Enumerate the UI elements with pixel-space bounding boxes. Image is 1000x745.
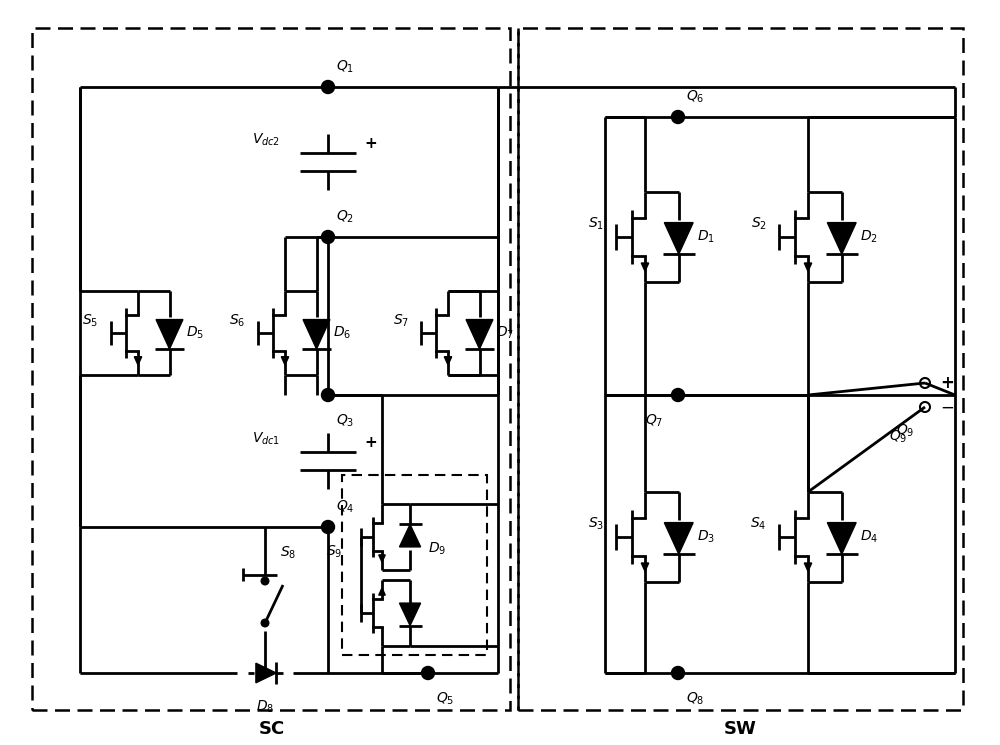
Polygon shape [664, 522, 693, 554]
Polygon shape [256, 663, 276, 683]
Text: $-$: $-$ [940, 398, 954, 416]
Text: $D_5$: $D_5$ [186, 325, 204, 341]
Circle shape [322, 521, 335, 533]
Text: $D_8$: $D_8$ [256, 699, 274, 715]
Text: $S_6$: $S_6$ [229, 312, 246, 329]
Text: $D_2$: $D_2$ [860, 229, 878, 245]
Text: $S_9$: $S_9$ [326, 544, 343, 560]
Text: +: + [940, 374, 954, 392]
Text: $Q_9$: $Q_9$ [889, 429, 907, 446]
Text: $Q_1$: $Q_1$ [336, 59, 354, 75]
Polygon shape [303, 320, 330, 349]
Text: $S_4$: $S_4$ [750, 516, 767, 532]
Polygon shape [466, 320, 493, 349]
Circle shape [322, 230, 335, 244]
Text: $S_3$: $S_3$ [588, 516, 604, 532]
Text: SW: SW [724, 720, 756, 738]
Text: $Q_2$: $Q_2$ [336, 209, 354, 225]
Polygon shape [399, 524, 421, 547]
Polygon shape [804, 563, 812, 571]
Polygon shape [444, 357, 452, 365]
Text: $Q_8$: $Q_8$ [686, 691, 704, 708]
Circle shape [322, 80, 335, 94]
Polygon shape [156, 320, 183, 349]
Text: +: + [364, 434, 377, 449]
Polygon shape [399, 603, 421, 626]
Text: $Q_4$: $Q_4$ [336, 498, 354, 515]
Polygon shape [664, 223, 693, 254]
Text: $Q_7$: $Q_7$ [645, 413, 663, 429]
Text: $Q_5$: $Q_5$ [436, 691, 454, 708]
Polygon shape [827, 223, 856, 254]
Polygon shape [134, 357, 142, 365]
Text: +: + [364, 136, 377, 150]
Polygon shape [281, 357, 289, 365]
Text: $D_6$: $D_6$ [333, 325, 351, 341]
Text: $S_2$: $S_2$ [751, 215, 767, 232]
Polygon shape [827, 522, 856, 554]
Text: $D_1$: $D_1$ [697, 229, 715, 245]
Circle shape [322, 388, 335, 402]
Circle shape [261, 577, 269, 585]
Text: $D_7$: $D_7$ [496, 325, 514, 341]
Circle shape [422, 667, 435, 679]
Text: $S_8$: $S_8$ [280, 545, 296, 561]
Circle shape [672, 667, 684, 679]
Text: $Q_3$: $Q_3$ [336, 413, 354, 429]
Polygon shape [641, 563, 649, 571]
Text: $Q_9$: $Q_9$ [896, 423, 914, 440]
Polygon shape [804, 263, 812, 271]
Text: $D_3$: $D_3$ [697, 529, 715, 545]
Polygon shape [641, 263, 649, 271]
Text: $D_9$: $D_9$ [428, 541, 446, 557]
Circle shape [672, 388, 684, 402]
Text: $S_1$: $S_1$ [588, 215, 604, 232]
Text: $D_4$: $D_4$ [860, 529, 878, 545]
Text: $V_{dc2}$: $V_{dc2}$ [252, 132, 280, 148]
Polygon shape [379, 555, 385, 562]
Text: $Q_6$: $Q_6$ [686, 89, 704, 105]
Text: $V_{dc1}$: $V_{dc1}$ [252, 431, 280, 447]
Text: $S_7$: $S_7$ [393, 312, 409, 329]
Text: $S_5$: $S_5$ [82, 312, 99, 329]
Circle shape [672, 110, 684, 124]
Polygon shape [379, 588, 385, 595]
Circle shape [261, 619, 269, 627]
Text: SC: SC [259, 720, 285, 738]
